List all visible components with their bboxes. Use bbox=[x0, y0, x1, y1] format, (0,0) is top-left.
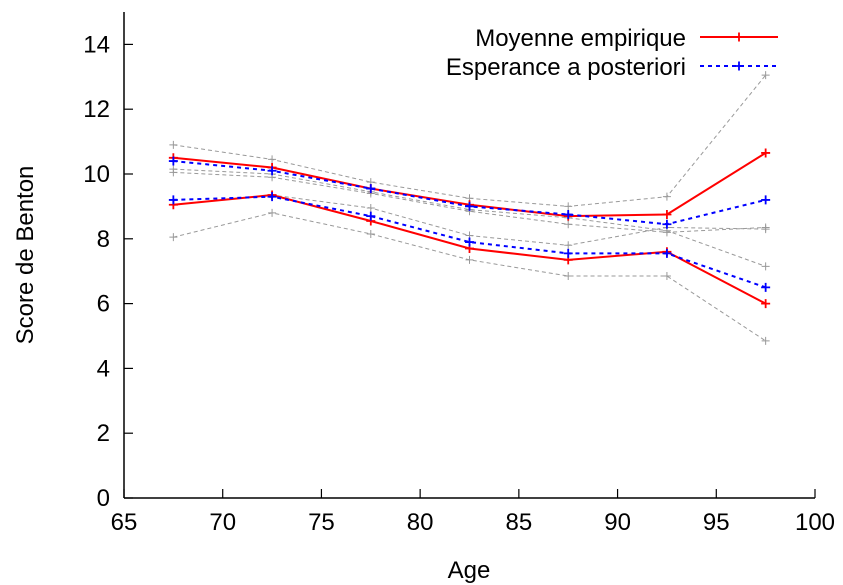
series-4 bbox=[169, 71, 770, 211]
point-8-1 bbox=[268, 208, 277, 217]
legend: Moyenne empirique Esperance a posteriori bbox=[446, 25, 778, 81]
y-tick-label-2: 4 bbox=[97, 355, 110, 382]
legend-label-1: Esperance a posteriori bbox=[446, 54, 686, 81]
point-3-4 bbox=[563, 248, 573, 258]
point-2-3 bbox=[465, 201, 474, 211]
y-tick-label-4: 8 bbox=[97, 226, 110, 253]
point-3-3 bbox=[465, 237, 474, 247]
y-tick-label-6: 12 bbox=[83, 96, 110, 123]
y-tick-label-3: 6 bbox=[97, 291, 110, 318]
ticks: 65 70 75 80 85 90 95 100 0 2 4 6 8 10 12 14 bbox=[83, 31, 835, 536]
x-tick-label-4: 85 bbox=[506, 509, 533, 536]
point-2-2 bbox=[366, 184, 376, 194]
series-layer bbox=[168, 71, 771, 345]
point-2-6 bbox=[761, 195, 771, 205]
point-3-2 bbox=[366, 211, 376, 221]
point-6-4 bbox=[564, 220, 573, 229]
point-3-6 bbox=[761, 282, 771, 292]
series-line-4 bbox=[173, 74, 767, 207]
y-tick-label-5: 10 bbox=[83, 161, 110, 188]
x-tick-label-3: 80 bbox=[407, 509, 434, 536]
legend-label-0: Moyenne empirique bbox=[475, 25, 686, 52]
point-8-3 bbox=[465, 255, 474, 264]
point-4-6 bbox=[761, 71, 770, 80]
x-tick-label-0: 65 bbox=[111, 509, 138, 536]
series-2 bbox=[168, 156, 771, 229]
y-axis-label: Score de Benton bbox=[12, 166, 39, 345]
point-3-5 bbox=[662, 248, 672, 258]
legend-marker-1 bbox=[734, 61, 744, 71]
point-0-6 bbox=[761, 148, 771, 158]
axes bbox=[123, 12, 815, 499]
point-8-2 bbox=[366, 229, 375, 238]
point-0-5 bbox=[662, 210, 672, 219]
x-tick-label-5: 90 bbox=[604, 509, 631, 536]
point-2-4 bbox=[563, 210, 573, 219]
legend-marker-0 bbox=[734, 32, 744, 42]
x-tick-label-2: 75 bbox=[308, 509, 335, 536]
y-tick-label-1: 2 bbox=[97, 420, 110, 447]
x-tick-label-6: 95 bbox=[703, 509, 730, 536]
point-1-6 bbox=[761, 299, 771, 309]
point-4-4 bbox=[564, 202, 573, 211]
y-tick-label-0: 0 bbox=[97, 485, 110, 512]
point-8-5 bbox=[662, 272, 671, 281]
point-4-0 bbox=[169, 140, 178, 149]
y-tick-label-7: 14 bbox=[83, 31, 110, 58]
point-2-5 bbox=[662, 219, 672, 229]
point-7-6 bbox=[761, 225, 770, 234]
x-axis-label: Age bbox=[448, 557, 491, 584]
point-8-6 bbox=[761, 336, 770, 345]
point-6-0 bbox=[169, 168, 178, 177]
point-3-1 bbox=[267, 192, 277, 202]
x-tick-label-1: 70 bbox=[209, 509, 236, 536]
point-5-6 bbox=[761, 262, 770, 271]
point-4-1 bbox=[268, 155, 277, 164]
point-2-0 bbox=[168, 156, 178, 166]
point-7-2 bbox=[366, 204, 375, 213]
x-tick-label-7: 100 bbox=[795, 509, 835, 536]
point-3-0 bbox=[168, 195, 178, 205]
point-8-4 bbox=[564, 272, 573, 281]
point-7-4 bbox=[564, 241, 573, 250]
point-8-0 bbox=[169, 233, 178, 242]
series-8 bbox=[169, 208, 770, 345]
series-3 bbox=[168, 192, 771, 292]
point-2-1 bbox=[267, 166, 277, 176]
point-4-5 bbox=[662, 192, 671, 201]
